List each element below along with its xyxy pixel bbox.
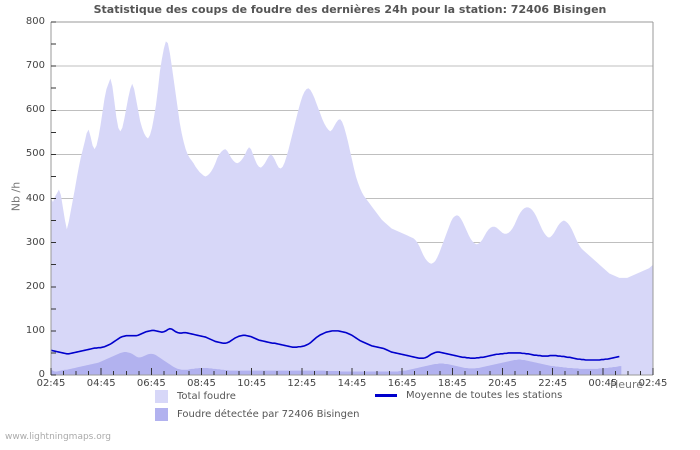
y-tick-label: 600 (25, 104, 45, 116)
x-tick-label: 02:45 (638, 378, 668, 389)
y-tick-label: 800 (25, 16, 45, 27)
y-tick-label: 0 (38, 369, 45, 380)
x-tick-label: 20:45 (488, 378, 517, 389)
legend-item[interactable]: Foudre détectée par 72406 Bisingen (155, 408, 359, 421)
y-tick-label: 200 (25, 280, 45, 292)
legend-swatch (155, 390, 168, 403)
x-tick-label: 10:45 (237, 378, 267, 389)
watermark-text: www.lightningmaps.org (5, 432, 111, 442)
y-tick-label: 100 (25, 324, 45, 336)
x-tick-label: 12:45 (287, 378, 317, 389)
legend-item[interactable]: Total foudre (155, 390, 236, 403)
x-tick-label: 14:45 (337, 378, 367, 389)
line-average-all-stations (50, 327, 620, 361)
legend-item[interactable]: Moyenne de toutes les stations (375, 390, 562, 401)
legend-swatch (155, 408, 168, 421)
legend-label: Foudre détectée par 72406 Bisingen (177, 409, 360, 420)
y-tick-label: 700 (25, 60, 45, 72)
legend-label: Moyenne de toutes les stations (406, 390, 563, 401)
chart-title: Statistique des coups de foudre des dern… (93, 3, 607, 16)
x-tick-label: 18:45 (437, 378, 467, 389)
x-tick-label: 02:45 (36, 378, 66, 389)
legend-line-marker (375, 394, 397, 397)
chart-legend: Total foudre Foudre détectée par 72406 Bi… (0, 388, 700, 426)
y-tick-label: 400 (25, 192, 45, 204)
x-tick-label: 06:45 (136, 378, 166, 389)
x-tick-label: 08:45 (187, 378, 216, 389)
x-tick-label: 16:45 (387, 378, 417, 389)
x-tick-label: 04:45 (86, 378, 116, 389)
x-axis-title: Heure (610, 378, 644, 391)
area-station-foudre (51, 352, 622, 375)
legend-label: Total foudre (177, 391, 236, 402)
x-tick-label: 00:45 (588, 378, 618, 389)
area-total-foudre (51, 41, 653, 376)
y-tick-label: 500 (25, 148, 45, 160)
x-tick-label: 22:45 (538, 378, 568, 389)
y-tick-label: 300 (25, 236, 45, 248)
